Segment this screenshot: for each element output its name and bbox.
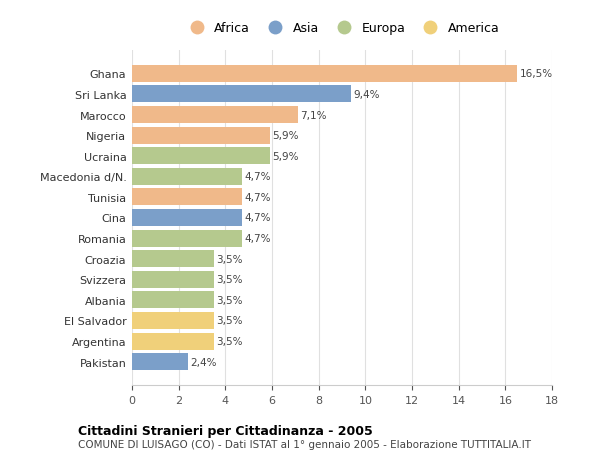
Bar [132, 353, 188, 370]
Bar [132, 148, 269, 165]
Text: 3,5%: 3,5% [216, 336, 242, 347]
Text: 2,4%: 2,4% [190, 357, 217, 367]
Bar [132, 107, 298, 123]
Text: 7,1%: 7,1% [300, 110, 326, 120]
Text: 5,9%: 5,9% [272, 151, 299, 162]
Text: 9,4%: 9,4% [353, 90, 380, 100]
Text: 4,7%: 4,7% [244, 234, 271, 244]
Bar [132, 66, 517, 83]
Text: 4,7%: 4,7% [244, 213, 271, 223]
Bar [132, 292, 214, 308]
Text: 4,7%: 4,7% [244, 192, 271, 202]
Bar [132, 168, 242, 185]
Text: 3,5%: 3,5% [216, 254, 242, 264]
Bar [132, 230, 242, 247]
Text: Cittadini Stranieri per Cittadinanza - 2005: Cittadini Stranieri per Cittadinanza - 2… [78, 424, 373, 437]
Text: 16,5%: 16,5% [520, 69, 553, 79]
Bar [132, 86, 352, 103]
Bar [132, 128, 269, 144]
Text: 5,9%: 5,9% [272, 131, 299, 141]
Bar [132, 313, 214, 329]
Text: 3,5%: 3,5% [216, 316, 242, 326]
Bar [132, 210, 242, 226]
Text: COMUNE DI LUISAGO (CO) - Dati ISTAT al 1° gennaio 2005 - Elaborazione TUTTITALIA: COMUNE DI LUISAGO (CO) - Dati ISTAT al 1… [78, 440, 531, 449]
Text: 3,5%: 3,5% [216, 295, 242, 305]
Text: 3,5%: 3,5% [216, 274, 242, 285]
Bar [132, 333, 214, 350]
Bar [132, 189, 242, 206]
Legend: Africa, Asia, Europa, America: Africa, Asia, Europa, America [182, 20, 502, 38]
Text: 4,7%: 4,7% [244, 172, 271, 182]
Bar [132, 271, 214, 288]
Bar [132, 251, 214, 268]
